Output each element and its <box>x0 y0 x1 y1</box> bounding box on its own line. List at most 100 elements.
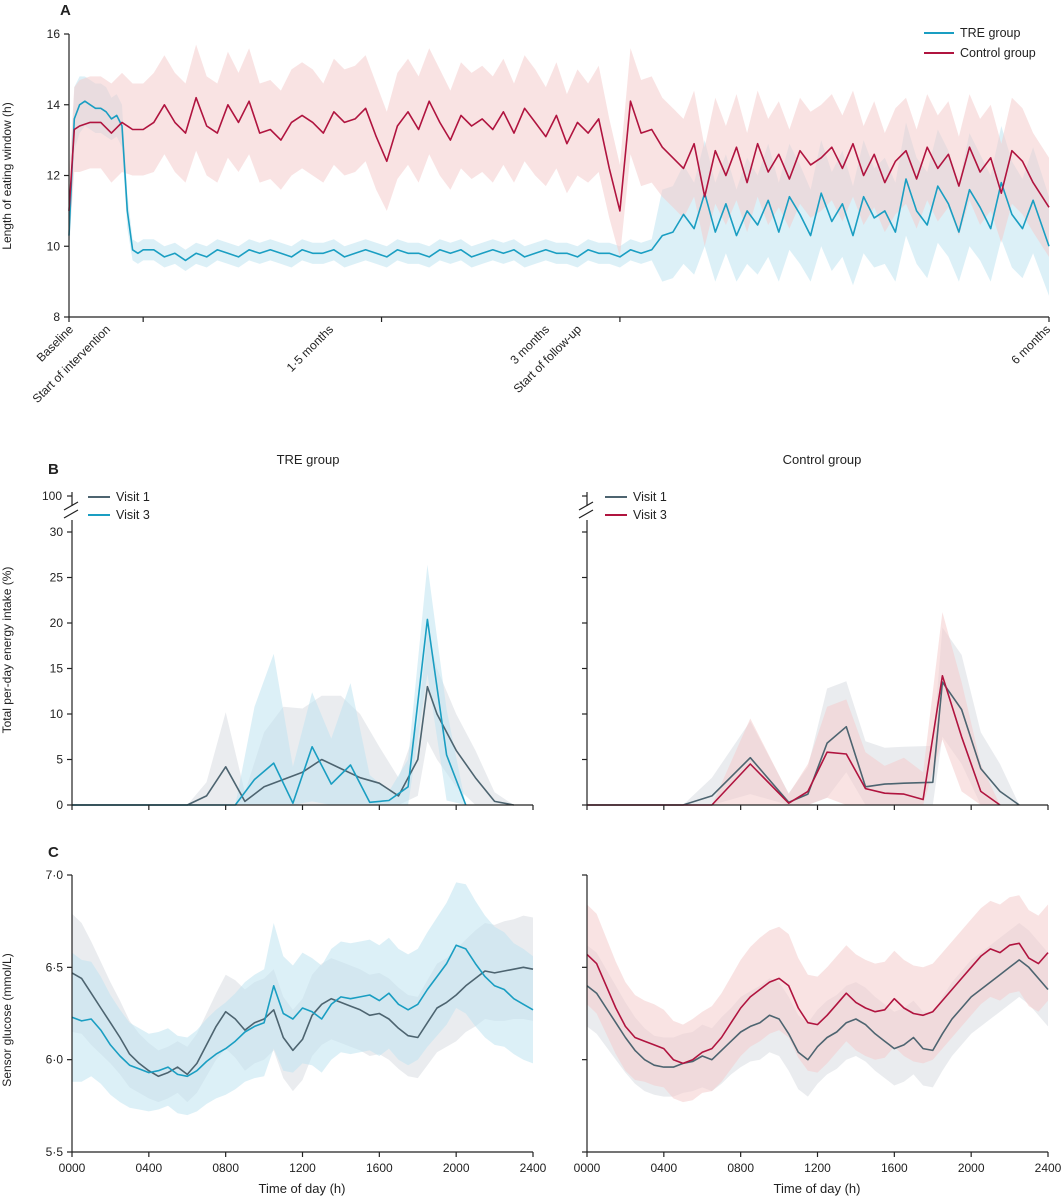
band-visit3 <box>72 882 533 1116</box>
y-tick-label: 14 <box>47 98 61 112</box>
y-tick-label: 12 <box>47 169 61 183</box>
confidence-bands-b-tre <box>72 564 514 805</box>
legend-label-visit1-b-tre: Visit 1 <box>116 490 150 504</box>
y-tick-label: 6·0 <box>46 1053 64 1067</box>
x-ticks-b-control <box>586 805 1049 810</box>
y-ticks-b-control <box>582 531 587 806</box>
y-tick-label: 25 <box>50 571 64 585</box>
panel-label-a: A <box>60 2 71 19</box>
series-line-visit1 <box>72 685 514 806</box>
x-axis-title-c-tre: Time of day (h) <box>259 1181 346 1196</box>
band-tre <box>69 76 1049 296</box>
y-tick-label: 10 <box>47 239 61 253</box>
y-tick-label: 10 <box>50 707 64 721</box>
y-tick-label: 30 <box>50 525 64 539</box>
y-axis-title-b: Total per-day energy intake (%) <box>0 567 14 734</box>
x-ticks-c-control: 0000 0400 0800 1200 1600 2000 2400 <box>574 1152 1062 1175</box>
x-ticks-b-tre <box>71 805 534 810</box>
band-visit3 <box>72 564 466 805</box>
y-axis-title-c: Sensor glucose (mmol/L) <box>0 953 14 1086</box>
panel-b-control: Control group Visit 1 Visit 3 <box>578 452 1049 810</box>
y-tick-label-100-b-tre: 100 <box>42 489 62 503</box>
series-lines-c-control <box>586 942 1049 1068</box>
y-ticks-c-tre: 5·5 6·0 6·5 7·0 <box>46 868 72 1159</box>
panel-title-b-tre: TRE group <box>277 452 340 467</box>
x-tick-label: 0000 <box>59 1161 86 1175</box>
y-axis-title-a: Length of eating window (h) <box>0 102 14 249</box>
legend-b-tre: Visit 1 Visit 3 <box>88 490 150 522</box>
y-tick-label: 16 <box>47 27 61 41</box>
panel-b-tre: B TRE group Total per-day energy intake … <box>0 452 534 812</box>
x-tick-label: 2000 <box>958 1161 985 1175</box>
x-tick-labels-a: Baseline Start of intervention 1·5 month… <box>30 322 1053 406</box>
y-tick-label: 0 <box>56 798 63 812</box>
x-label-6-months: 6 months <box>1008 322 1053 367</box>
confidence-bands-c-tre <box>72 882 533 1116</box>
series-line-visit1 <box>71 966 534 1078</box>
series-line-visit3 <box>71 944 534 1078</box>
confidence-bands-a <box>69 44 1049 296</box>
band-control <box>69 44 1049 257</box>
axis-break-mark-lower-control <box>578 509 594 519</box>
axis-break-mark-lower <box>63 509 79 519</box>
legend-label-visit3-b-tre: Visit 3 <box>116 508 150 522</box>
legend-label-tre: TRE group <box>960 26 1020 40</box>
y-ticks-b-tre: 0 5 10 15 20 25 30 <box>50 525 72 812</box>
series-lines-a <box>68 96 1050 262</box>
x-tick-label: 2400 <box>1035 1161 1062 1175</box>
panel-c-tre: C Sensor glucose (mmol/L) 5·5 6·0 6·5 7·0 0… <box>0 844 547 1196</box>
y-tick-label: 20 <box>50 616 64 630</box>
panel-title-b-control: Control group <box>783 452 862 467</box>
y-tick-label: 6·5 <box>46 960 64 974</box>
legend-label-visit1-b-control: Visit 1 <box>633 490 667 504</box>
x-label-1-5-months: 1·5 months <box>284 322 336 374</box>
band-visit1 <box>587 627 1020 805</box>
x-tick-label: 0800 <box>727 1161 754 1175</box>
panel-label-b: B <box>48 461 59 478</box>
x-tick-label: 1600 <box>366 1161 393 1175</box>
panel-c-control: 0000 0400 0800 1200 1600 2000 2400 Time of day… <box>574 874 1062 1196</box>
x-tick-label: 2400 <box>520 1161 547 1175</box>
legend-b-control: Visit 1 Visit 3 <box>605 490 667 522</box>
y-tick-label: 8 <box>53 310 60 324</box>
series-lines-b-tre <box>72 618 514 806</box>
series-line-visit3 <box>586 942 1049 1065</box>
x-tick-label: 1200 <box>289 1161 316 1175</box>
y-tick-label: 7·0 <box>46 868 64 882</box>
x-axis-title-c-control: Time of day (h) <box>774 1181 861 1196</box>
confidence-bands-c-control <box>587 895 1048 1103</box>
x-ticks-a <box>68 317 1050 322</box>
x-ticks-c-tre: 0000 0400 0800 1200 1600 2000 2400 <box>59 1152 547 1175</box>
legend-a: TRE group Control group <box>924 26 1036 60</box>
series-line-visit1 <box>586 959 1049 1068</box>
band-visit1 <box>72 632 514 805</box>
series-lines-c-tre <box>71 944 534 1078</box>
y-ticks-a: 8 10 12 14 16 <box>47 27 69 324</box>
panel-a: A Length of eating window (h) 810121416 … <box>0 2 1053 406</box>
x-tick-label: 0000 <box>574 1161 601 1175</box>
series-lines-b-control <box>587 674 1020 806</box>
legend-label-visit3-b-control: Visit 3 <box>633 508 667 522</box>
x-tick-label: 1600 <box>881 1161 908 1175</box>
x-tick-label: 0400 <box>135 1161 162 1175</box>
series-line-visit1 <box>587 681 1020 806</box>
series-line-visit3 <box>72 618 467 806</box>
axis-break-mark-upper <box>63 501 79 511</box>
y-tick-label: 5·5 <box>46 1145 64 1159</box>
series-line-visit3 <box>587 674 1001 806</box>
x-tick-label: 0400 <box>650 1161 677 1175</box>
band-visit3 <box>587 895 1048 1103</box>
x-tick-label: 0800 <box>212 1161 239 1175</box>
series-line-control <box>68 96 1050 212</box>
y-tick-label: 5 <box>56 753 63 767</box>
y-ticks-c-control <box>582 874 587 1153</box>
axis-break-mark-upper-control <box>578 501 594 511</box>
y-tick-label: 15 <box>50 662 64 676</box>
x-tick-label: 2000 <box>443 1161 470 1175</box>
panel-label-c: C <box>48 844 59 861</box>
series-line-tre <box>68 100 1050 262</box>
x-tick-label: 1200 <box>804 1161 831 1175</box>
confidence-bands-b-control <box>587 612 1020 805</box>
legend-label-control: Control group <box>960 46 1036 60</box>
